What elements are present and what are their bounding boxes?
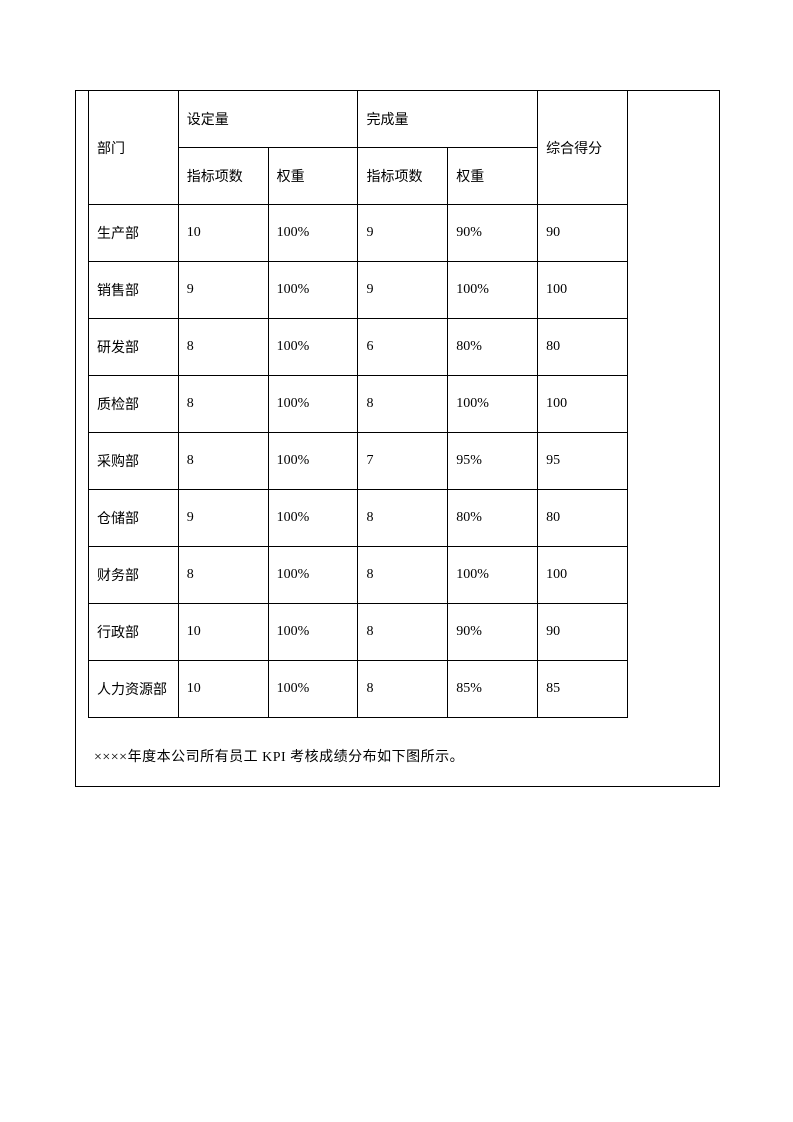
header-set-group: 设定量 bbox=[178, 91, 358, 148]
cell-set-weight: 100% bbox=[268, 319, 358, 376]
cell-dept: 生产部 bbox=[89, 205, 179, 262]
cell-score: 80 bbox=[538, 319, 628, 376]
cell-score: 80 bbox=[538, 490, 628, 547]
cell-set-weight: 100% bbox=[268, 433, 358, 490]
header-done-count: 指标项数 bbox=[358, 148, 448, 205]
table-row: 研发部 8 100% 6 80% 80 bbox=[89, 319, 628, 376]
cell-done-weight: 100% bbox=[448, 547, 538, 604]
cell-dept: 行政部 bbox=[89, 604, 179, 661]
cell-dept: 销售部 bbox=[89, 262, 179, 319]
cell-score: 95 bbox=[538, 433, 628, 490]
cell-score: 85 bbox=[538, 661, 628, 718]
cell-set-count: 8 bbox=[178, 319, 268, 376]
cell-done-count: 8 bbox=[358, 604, 448, 661]
cell-set-weight: 100% bbox=[268, 262, 358, 319]
cell-set-weight: 100% bbox=[268, 547, 358, 604]
cell-done-weight: 95% bbox=[448, 433, 538, 490]
cell-done-count: 8 bbox=[358, 547, 448, 604]
table-row: 仓储部 9 100% 8 80% 80 bbox=[89, 490, 628, 547]
cell-dept: 仓储部 bbox=[89, 490, 179, 547]
table-body: 生产部 10 100% 9 90% 90 销售部 9 100% 9 100% 1… bbox=[89, 205, 628, 718]
cell-done-count: 8 bbox=[358, 661, 448, 718]
cell-done-count: 7 bbox=[358, 433, 448, 490]
cell-set-weight: 100% bbox=[268, 604, 358, 661]
cell-done-weight: 80% bbox=[448, 490, 538, 547]
cell-done-weight: 90% bbox=[448, 205, 538, 262]
cell-set-count: 10 bbox=[178, 661, 268, 718]
header-set-count: 指标项数 bbox=[178, 148, 268, 205]
cell-score: 90 bbox=[538, 604, 628, 661]
header-dept: 部门 bbox=[89, 91, 179, 205]
cell-score: 100 bbox=[538, 262, 628, 319]
cell-done-count: 8 bbox=[358, 376, 448, 433]
cell-set-weight: 100% bbox=[268, 490, 358, 547]
table-row: 销售部 9 100% 9 100% 100 bbox=[89, 262, 628, 319]
header-score: 综合得分 bbox=[538, 91, 628, 205]
header-done-weight: 权重 bbox=[448, 148, 538, 205]
cell-set-weight: 100% bbox=[268, 205, 358, 262]
cell-dept: 研发部 bbox=[89, 319, 179, 376]
cell-done-weight: 85% bbox=[448, 661, 538, 718]
cell-done-weight: 100% bbox=[448, 376, 538, 433]
cell-set-count: 8 bbox=[178, 547, 268, 604]
kpi-table: 部门 设定量 完成量 综合得分 指标项数 权重 指标项数 权重 生产部 10 1… bbox=[88, 91, 628, 718]
cell-done-weight: 80% bbox=[448, 319, 538, 376]
cell-set-weight: 100% bbox=[268, 376, 358, 433]
cell-set-count: 9 bbox=[178, 262, 268, 319]
cell-done-weight: 100% bbox=[448, 262, 538, 319]
cell-score: 100 bbox=[538, 376, 628, 433]
caption-text: ××××年度本公司所有员工 KPI 考核成绩分布如下图所示。 bbox=[94, 746, 719, 766]
cell-dept: 采购部 bbox=[89, 433, 179, 490]
cell-done-count: 6 bbox=[358, 319, 448, 376]
header-set-weight: 权重 bbox=[268, 148, 358, 205]
cell-dept: 人力资源部 bbox=[89, 661, 179, 718]
table-row: 人力资源部 10 100% 8 85% 85 bbox=[89, 661, 628, 718]
table-row: 生产部 10 100% 9 90% 90 bbox=[89, 205, 628, 262]
cell-score: 90 bbox=[538, 205, 628, 262]
table-row: 质检部 8 100% 8 100% 100 bbox=[89, 376, 628, 433]
cell-set-count: 8 bbox=[178, 433, 268, 490]
cell-set-count: 10 bbox=[178, 205, 268, 262]
cell-set-count: 8 bbox=[178, 376, 268, 433]
cell-dept: 质检部 bbox=[89, 376, 179, 433]
cell-done-weight: 90% bbox=[448, 604, 538, 661]
header-done-group: 完成量 bbox=[358, 91, 538, 148]
table-row: 财务部 8 100% 8 100% 100 bbox=[89, 547, 628, 604]
table-row: 行政部 10 100% 8 90% 90 bbox=[89, 604, 628, 661]
cell-done-count: 8 bbox=[358, 490, 448, 547]
cell-set-weight: 100% bbox=[268, 661, 358, 718]
cell-done-count: 9 bbox=[358, 205, 448, 262]
table-header-row-1: 部门 设定量 完成量 综合得分 bbox=[89, 91, 628, 148]
cell-dept: 财务部 bbox=[89, 547, 179, 604]
table-row: 采购部 8 100% 7 95% 95 bbox=[89, 433, 628, 490]
cell-set-count: 10 bbox=[178, 604, 268, 661]
page-frame: 部门 设定量 完成量 综合得分 指标项数 权重 指标项数 权重 生产部 10 1… bbox=[75, 90, 720, 787]
cell-done-count: 9 bbox=[358, 262, 448, 319]
cell-score: 100 bbox=[538, 547, 628, 604]
cell-set-count: 9 bbox=[178, 490, 268, 547]
